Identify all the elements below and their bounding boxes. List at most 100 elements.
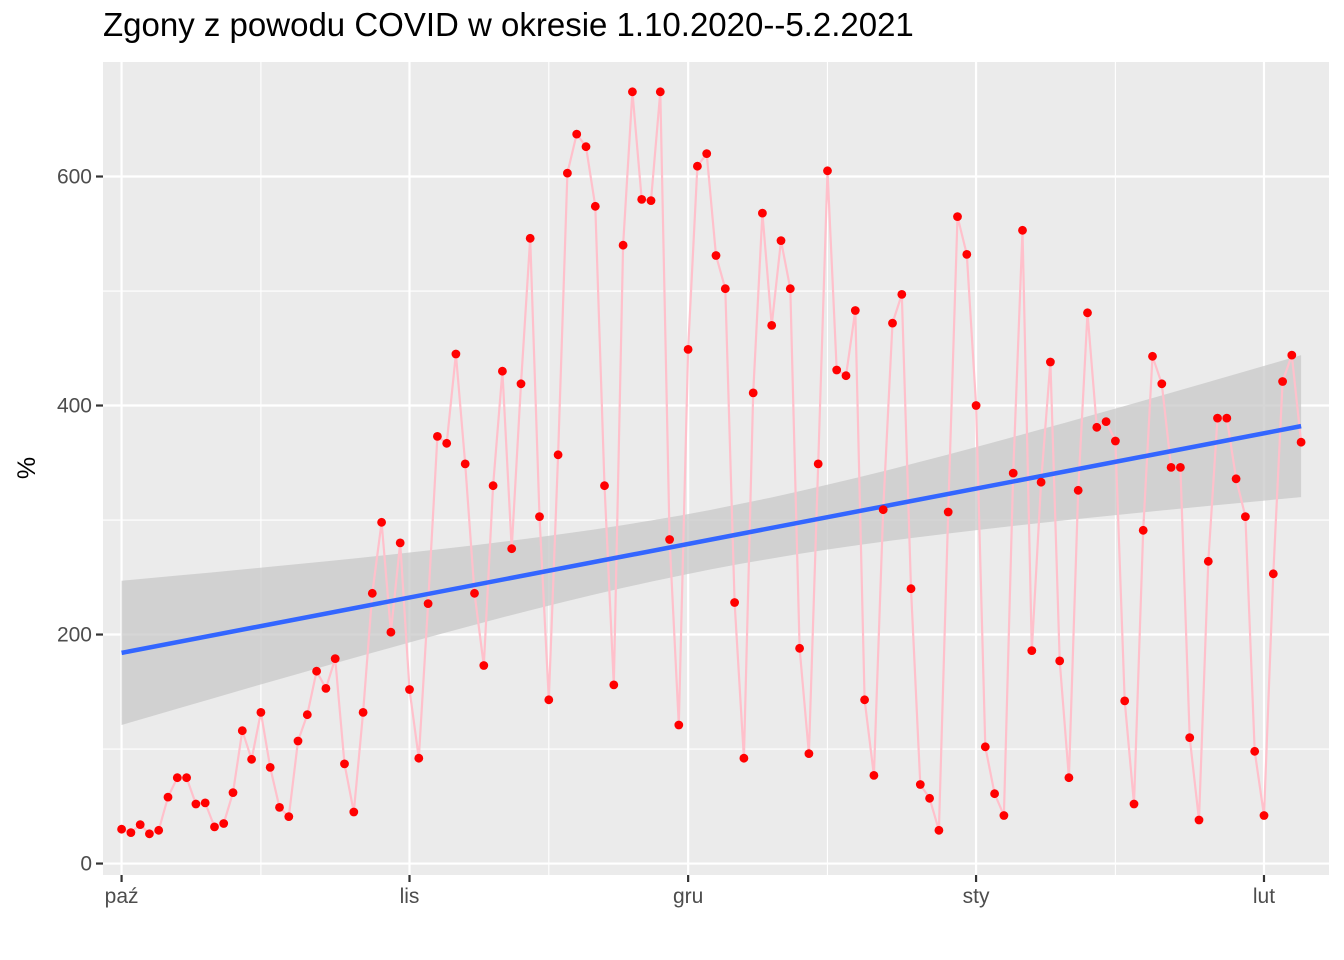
data-point bbox=[1157, 379, 1167, 389]
data-point bbox=[748, 388, 758, 398]
data-point bbox=[795, 643, 804, 653]
data-point bbox=[915, 780, 925, 789]
data-point bbox=[999, 811, 1009, 820]
data-point bbox=[302, 710, 312, 720]
data-point bbox=[1101, 417, 1111, 426]
data-point bbox=[934, 825, 944, 835]
data-point bbox=[1129, 799, 1139, 809]
data-point bbox=[888, 318, 897, 328]
data-point bbox=[256, 708, 266, 717]
data-point bbox=[405, 685, 414, 694]
data-point bbox=[200, 798, 210, 808]
data-point bbox=[1287, 350, 1297, 360]
data-point bbox=[377, 517, 386, 527]
data-point bbox=[247, 754, 256, 764]
data-point bbox=[776, 236, 786, 246]
data-point bbox=[1111, 436, 1120, 446]
data-point bbox=[367, 588, 377, 598]
data-point bbox=[163, 792, 173, 802]
data-point bbox=[581, 142, 591, 152]
data-point bbox=[674, 720, 684, 730]
x-tick-label: lut bbox=[1253, 885, 1275, 908]
data-point bbox=[516, 379, 526, 389]
data-point bbox=[572, 129, 582, 139]
data-point bbox=[693, 161, 702, 171]
data-point bbox=[980, 742, 990, 752]
y-axis-title: % bbox=[13, 457, 41, 479]
data-point bbox=[507, 544, 517, 554]
data-point bbox=[191, 799, 201, 809]
data-point bbox=[739, 753, 749, 763]
data-point bbox=[340, 759, 349, 769]
data-point bbox=[358, 708, 368, 717]
data-point bbox=[711, 251, 721, 260]
data-point bbox=[1185, 733, 1195, 742]
data-point bbox=[237, 726, 247, 736]
data-point bbox=[971, 401, 981, 410]
data-point bbox=[832, 365, 842, 375]
data-point bbox=[878, 505, 888, 515]
data-point bbox=[1166, 463, 1176, 472]
data-point bbox=[618, 240, 628, 250]
data-point bbox=[145, 829, 154, 839]
data-point bbox=[349, 807, 359, 817]
data-point bbox=[228, 788, 238, 797]
data-point bbox=[321, 684, 331, 693]
data-point bbox=[182, 773, 192, 783]
data-point bbox=[869, 771, 879, 780]
data-point bbox=[470, 588, 479, 598]
data-point bbox=[117, 824, 126, 834]
data-point bbox=[414, 753, 424, 763]
data-point bbox=[293, 736, 303, 746]
data-point bbox=[1064, 773, 1074, 783]
data-point bbox=[655, 87, 665, 97]
x-tick-label: sty bbox=[963, 885, 990, 908]
data-point bbox=[897, 290, 907, 299]
data-point bbox=[284, 812, 294, 821]
data-point bbox=[479, 661, 489, 670]
data-point bbox=[433, 432, 442, 441]
data-point bbox=[813, 459, 823, 469]
data-point bbox=[702, 149, 712, 159]
data-point bbox=[1083, 308, 1092, 318]
x-tick-label: lis bbox=[400, 885, 420, 908]
data-point bbox=[943, 507, 953, 517]
data-point bbox=[488, 481, 498, 491]
data-point bbox=[1073, 485, 1083, 495]
data-point bbox=[1138, 525, 1148, 535]
data-point bbox=[1027, 646, 1037, 655]
data-point bbox=[154, 825, 164, 835]
chart-title: Zgony z powodu COVID w okresie 1.10.2020… bbox=[103, 6, 914, 43]
data-point bbox=[990, 789, 999, 799]
data-point bbox=[1092, 422, 1102, 432]
data-point bbox=[841, 371, 851, 381]
data-point bbox=[498, 366, 507, 376]
data-point bbox=[665, 535, 674, 544]
data-point bbox=[637, 195, 647, 204]
data-point bbox=[767, 321, 777, 330]
data-point bbox=[525, 233, 535, 243]
data-point bbox=[804, 749, 814, 758]
data-point bbox=[730, 598, 739, 607]
data-point bbox=[330, 654, 340, 663]
data-point bbox=[1250, 746, 1260, 756]
data-point bbox=[860, 695, 869, 705]
data-point bbox=[906, 584, 916, 594]
data-point bbox=[1046, 357, 1055, 367]
data-point bbox=[210, 822, 219, 832]
x-axis: paź lis gru sty lut bbox=[105, 875, 1275, 908]
data-point bbox=[1222, 413, 1232, 423]
data-point bbox=[1203, 556, 1213, 566]
data-point bbox=[1008, 468, 1018, 478]
data-point bbox=[1213, 413, 1222, 423]
y-tick-label: 200 bbox=[57, 624, 92, 647]
data-point bbox=[1148, 351, 1157, 361]
data-point bbox=[628, 87, 637, 97]
data-point bbox=[609, 680, 619, 690]
y-tick-label: 0 bbox=[80, 853, 92, 876]
data-points bbox=[117, 87, 1306, 839]
y-axis: 0 200 400 600 bbox=[57, 166, 103, 876]
data-point bbox=[1018, 225, 1027, 235]
y-tick-label: 400 bbox=[57, 395, 92, 418]
data-point bbox=[953, 212, 962, 222]
